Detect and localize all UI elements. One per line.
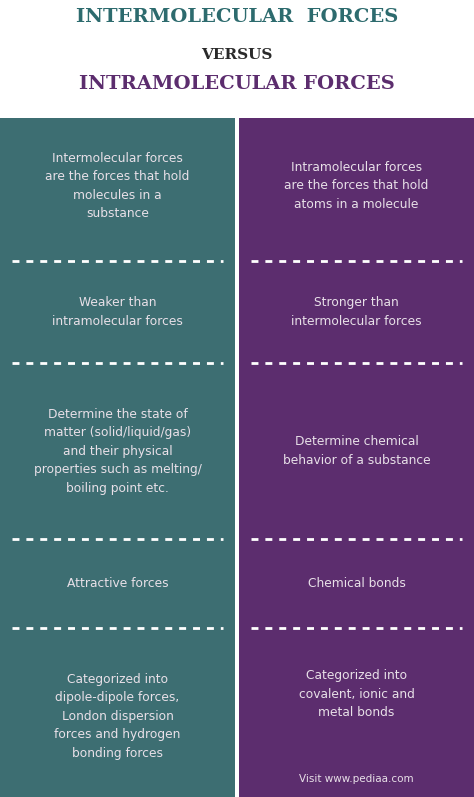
- Bar: [0, 269, 235, 355]
- Bar: [0, 621, 235, 635]
- Bar: [0, 254, 235, 269]
- Text: Visit www.pediaa.com: Visit www.pediaa.com: [299, 774, 414, 784]
- Bar: [0, 635, 235, 797]
- Text: Weaker than
intramolecular forces: Weaker than intramolecular forces: [52, 296, 183, 328]
- Text: Categorized into
covalent, ionic and
metal bonds: Categorized into covalent, ionic and met…: [299, 669, 414, 719]
- Bar: [239, 635, 474, 797]
- Bar: [0, 355, 235, 370]
- Text: INTRAMOLECULAR FORCES: INTRAMOLECULAR FORCES: [79, 75, 395, 93]
- Text: Chemical bonds: Chemical bonds: [308, 577, 405, 590]
- Bar: [239, 546, 474, 621]
- Text: Intramolecular forces
are the forces that hold
atoms in a molecule: Intramolecular forces are the forces tha…: [284, 161, 428, 211]
- Bar: [0, 118, 235, 254]
- Bar: [239, 355, 474, 370]
- Bar: [239, 254, 474, 269]
- Text: Categorized into
dipole-dipole forces,
London dispersion
forces and hydrogen
bon: Categorized into dipole-dipole forces, L…: [55, 673, 181, 760]
- Text: Determine the state of
matter (solid/liquid/gas)
and their physical
properties s: Determine the state of matter (solid/liq…: [34, 407, 201, 494]
- Text: Determine chemical
behavior of a substance: Determine chemical behavior of a substan…: [283, 435, 430, 467]
- Bar: [0, 532, 235, 546]
- Bar: [239, 370, 474, 532]
- Text: Intermolecular forces
are the forces that hold
molecules in a
substance: Intermolecular forces are the forces tha…: [46, 151, 190, 220]
- Bar: [239, 532, 474, 546]
- Bar: [239, 621, 474, 635]
- Bar: [235, 118, 239, 797]
- Text: Attractive forces: Attractive forces: [67, 577, 168, 590]
- Text: Stronger than
intermolecular forces: Stronger than intermolecular forces: [291, 296, 422, 328]
- Bar: [239, 269, 474, 355]
- Bar: [239, 118, 474, 254]
- Bar: [0, 370, 235, 532]
- Text: INTERMOLECULAR  FORCES: INTERMOLECULAR FORCES: [76, 8, 398, 26]
- Bar: [0, 546, 235, 621]
- Text: VERSUS: VERSUS: [201, 48, 273, 62]
